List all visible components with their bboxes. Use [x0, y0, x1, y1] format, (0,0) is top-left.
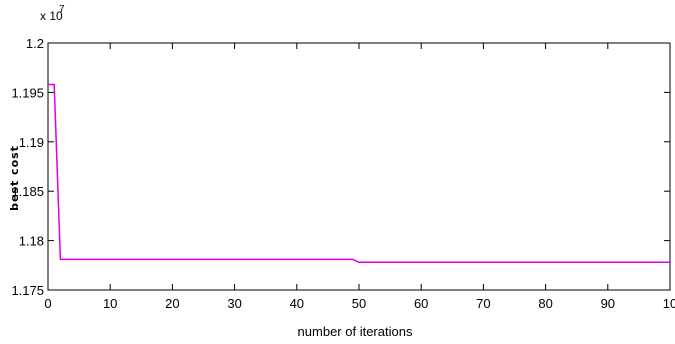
x-tick-label: 20 [165, 296, 179, 311]
x-tick-label: 70 [476, 296, 490, 311]
series-layer [48, 83, 670, 264]
y-tick-label: 1.185 [11, 184, 44, 199]
plot-frame [47, 42, 671, 291]
x-axis-label: number of iterations [298, 324, 413, 339]
x-tick-label: 60 [414, 296, 428, 311]
y-axis-label: best cost [8, 145, 21, 211]
x-tick-label: 10 [103, 296, 117, 311]
y-tick-label: 1.19 [19, 135, 44, 150]
x-tick-label: 90 [601, 296, 615, 311]
x-axis-ticks: 0 10 20 30 40 50 60 70 80 90 10 [44, 43, 675, 311]
y-exponent-power: 7 [59, 4, 65, 15]
x-tick-label: 40 [290, 296, 304, 311]
x-tick-label: 80 [538, 296, 552, 311]
y-tick-label: 1.195 [11, 85, 44, 100]
x-tick-label: 30 [227, 296, 241, 311]
axes [47, 42, 671, 291]
y-axis-ticks: 1.175 1.18 1.185 1.19 1.195 1.2 [11, 36, 670, 298]
x-tick-label: 0 [44, 296, 51, 311]
x-tick-label: 50 [352, 296, 366, 311]
y-tick-label: 1.175 [11, 283, 44, 298]
y-tick-label: 1.18 [19, 234, 44, 249]
x-tick-label: 10 [663, 296, 675, 311]
series-line-0 [48, 83, 670, 264]
y-tick-label: 1.2 [26, 36, 44, 51]
y-exponent-label: x 10 [40, 9, 63, 23]
